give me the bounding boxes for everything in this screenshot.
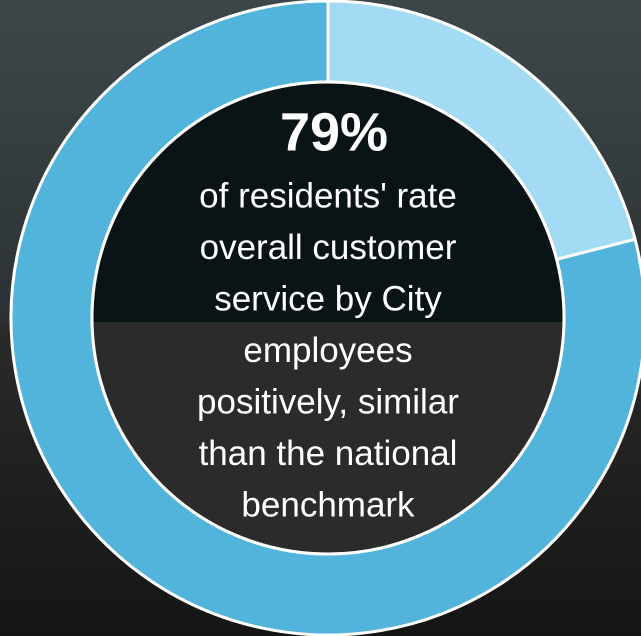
- description-line: employees: [243, 331, 412, 370]
- description-line: service by City: [214, 279, 442, 318]
- description-line: benchmark: [241, 485, 415, 524]
- description-line: than the national: [199, 434, 458, 473]
- description-line: positively, similar: [197, 382, 459, 421]
- description-line: of residents' rate: [199, 176, 457, 215]
- description-line: overall customer: [200, 228, 457, 267]
- value-label: 79%: [280, 102, 388, 162]
- inner-border: [90, 80, 566, 556]
- center-text: 79% of residents' rate overall customer ser…: [197, 102, 459, 524]
